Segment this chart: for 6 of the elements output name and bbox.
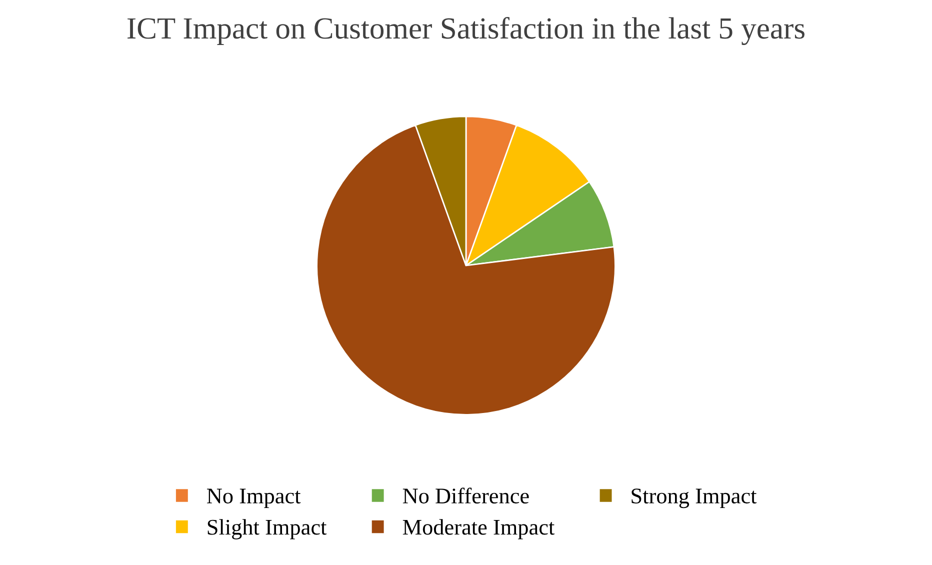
legend-label: Strong Impact [632, 488, 757, 508]
legend-label: No Difference [402, 488, 529, 504]
chart-title: ICT Impact on Customer Satisfaction in the last 5 years [128, 16, 804, 46]
legend-label: Slight Impact [208, 519, 327, 540]
legend-label: No Impact [207, 488, 301, 508]
legend-label: Moderate Impact [402, 519, 555, 540]
